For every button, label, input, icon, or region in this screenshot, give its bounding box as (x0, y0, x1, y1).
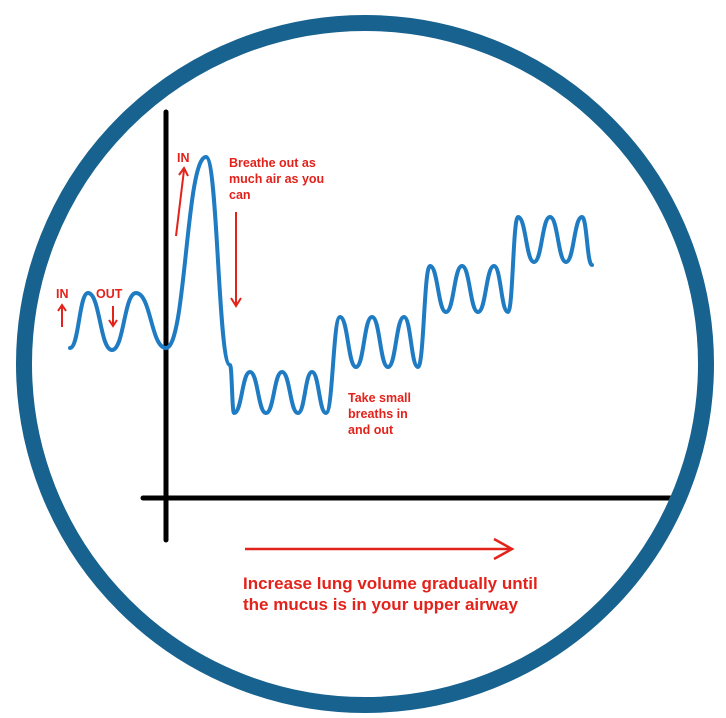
increase-volume-caption: Increase lung volume gradually until the… (243, 574, 542, 614)
breathing-wave (68, 155, 594, 415)
out-label-left: OUT (96, 287, 123, 301)
in-label-left: IN (56, 287, 69, 301)
arrow-up-icon (57, 303, 67, 327)
arrow-up-icon (175, 166, 189, 237)
in-label-top: IN (177, 151, 190, 165)
arrow-down-icon (108, 306, 118, 328)
arrow-down-icon (230, 212, 242, 308)
breathe-out-label: Breathe out as much air as you can (229, 156, 328, 202)
arrow-right-icon (245, 537, 515, 561)
small-breaths-label: Take small breaths in and out (348, 391, 415, 437)
